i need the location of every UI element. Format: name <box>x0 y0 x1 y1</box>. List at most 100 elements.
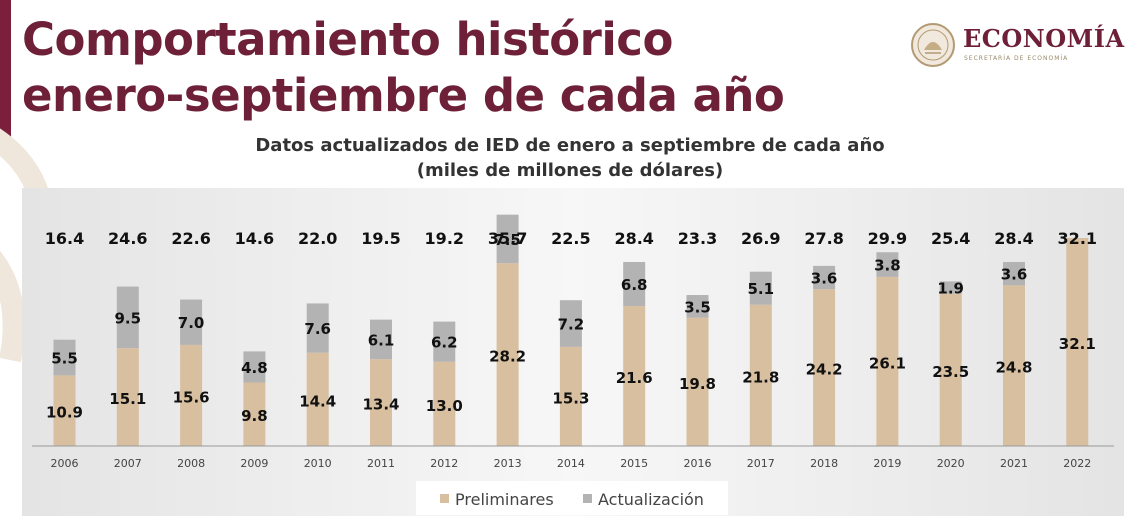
data-label-preliminares: 21.6 <box>616 369 653 387</box>
bar-actualizacion-2013 <box>496 214 519 264</box>
bar-preliminares-2013 <box>496 263 519 446</box>
legend-label-preliminares: Preliminares <box>455 490 554 509</box>
data-label-preliminares: 26.1 <box>869 354 906 372</box>
page-title: Comportamiento histórico enero-septiembr… <box>22 12 785 124</box>
ied-stacked-bar-chart: 10.9 5.5 16.4 2006 15.1 9.5 24.6 2007 15.6 7.0 22.… <box>22 188 1124 516</box>
bar-preliminares-2016 <box>686 317 709 446</box>
data-label-actualizacion: 7.5 <box>494 231 521 249</box>
bar-preliminares-2020 <box>939 293 962 446</box>
bar-preliminares-2015 <box>623 306 646 446</box>
logo-subtitle: SECRETARÍA DE ECONOMÍA <box>964 55 1069 62</box>
data-label-actualizacion: 4.8 <box>241 359 268 377</box>
data-label-actualizacion: 6.8 <box>621 276 648 294</box>
legend-label-actualizacion: Actualización <box>598 490 704 509</box>
x-tick-label: 2017 <box>747 457 775 470</box>
total-label: 32.1 <box>1058 229 1097 248</box>
bar-actualizacion-2008 <box>180 299 203 345</box>
bar-preliminares-2014 <box>559 346 582 446</box>
total-label: 27.8 <box>804 229 843 248</box>
economia-logo: ECONOMÍA SECRETARÍA DE ECONOMÍA <box>910 22 1125 72</box>
bar-preliminares-2006 <box>53 375 76 446</box>
total-label: 19.2 <box>425 229 464 248</box>
legend-swatch-preliminares <box>440 494 449 503</box>
data-label-actualizacion: 3.6 <box>1001 266 1028 284</box>
data-label-preliminares: 21.8 <box>742 368 779 386</box>
data-label-actualizacion: 7.2 <box>558 316 585 334</box>
bar-actualizacion-2015 <box>623 261 646 307</box>
data-label-actualizacion: 3.6 <box>811 270 838 288</box>
x-tick-label: 2020 <box>937 457 965 470</box>
data-label-preliminares: 15.3 <box>552 389 589 407</box>
data-label-preliminares: 14.4 <box>299 392 336 410</box>
bar-actualizacion-2012 <box>433 321 456 362</box>
x-tick-label: 2018 <box>810 457 838 470</box>
x-tick-label: 2006 <box>51 457 79 470</box>
data-label-actualizacion: 9.5 <box>115 309 142 327</box>
x-tick-label: 2022 <box>1063 457 1091 470</box>
data-label-actualizacion: 6.1 <box>368 331 395 349</box>
total-label: 22.5 <box>551 229 590 248</box>
total-label: 24.6 <box>108 229 147 248</box>
bar-actualizacion-2020 <box>939 281 962 294</box>
x-tick-label: 2010 <box>304 457 332 470</box>
data-label-preliminares: 15.6 <box>173 388 210 406</box>
data-label-actualizacion: 5.5 <box>51 350 78 368</box>
national-seal-icon <box>911 23 955 67</box>
bar-preliminares-2021 <box>1003 285 1025 446</box>
legend-swatch-actualizacion <box>583 494 592 503</box>
data-label-preliminares: 23.5 <box>932 363 969 381</box>
page-title-line-2: enero-septiembre de cada año <box>22 69 785 122</box>
bar-actualizacion-2016 <box>686 295 709 318</box>
logo-wordmark: ECONOMÍA <box>963 24 1125 53</box>
brand-side-bar <box>0 0 11 150</box>
bar-preliminares-2018 <box>813 289 836 446</box>
bar-actualizacion-2010 <box>306 303 329 353</box>
bar-preliminares-2007 <box>116 348 139 446</box>
x-tick-label: 2007 <box>114 457 142 470</box>
total-label: 28.4 <box>614 229 653 248</box>
bar-actualizacion-2018 <box>813 265 836 290</box>
total-label: 26.9 <box>741 229 780 248</box>
bar-actualizacion-2019 <box>876 252 899 277</box>
data-label-actualizacion: 3.8 <box>874 257 901 275</box>
total-label: 25.4 <box>931 229 970 248</box>
data-label-preliminares: 19.8 <box>679 375 716 393</box>
data-label-preliminares: 15.1 <box>109 390 146 408</box>
total-label: 29.9 <box>868 229 907 248</box>
data-label-preliminares: 24.2 <box>806 361 843 379</box>
total-label: 28.4 <box>994 229 1033 248</box>
bar-preliminares-2008 <box>180 344 203 446</box>
x-tick-label: 2008 <box>177 457 205 470</box>
chart-subtitle: (miles de millones de dólares) <box>416 160 724 181</box>
x-tick-label: 2009 <box>240 457 268 470</box>
x-tick-label: 2012 <box>430 457 458 470</box>
bar-preliminares-2012 <box>433 361 456 446</box>
total-label: 23.3 <box>678 229 717 248</box>
bar-actualizacion-2017 <box>749 271 772 305</box>
bar-preliminares-2022 <box>1066 237 1089 446</box>
data-label-preliminares: 32.1 <box>1059 335 1096 353</box>
bar-preliminares-2010 <box>306 352 329 446</box>
bar-preliminares-2009 <box>243 382 266 446</box>
bar-preliminares-2019 <box>876 276 899 446</box>
bar-actualizacion-2006 <box>53 339 76 376</box>
total-label: 35.7 <box>488 229 527 248</box>
x-tick-label: 2019 <box>873 457 901 470</box>
total-label: 19.5 <box>361 229 400 248</box>
data-label-preliminares: 28.2 <box>489 348 526 366</box>
data-label-preliminares: 13.4 <box>362 396 399 414</box>
data-label-actualizacion: 5.1 <box>748 280 775 298</box>
x-tick-label: 2015 <box>620 457 648 470</box>
data-label-actualizacion: 7.0 <box>178 314 205 332</box>
chart-title: Datos actualizados de IED de enero a sep… <box>255 135 885 156</box>
data-label-preliminares: 9.8 <box>241 407 268 425</box>
total-label: 22.6 <box>171 229 210 248</box>
x-tick-label: 2014 <box>557 457 585 470</box>
data-label-preliminares: 13.0 <box>426 397 463 415</box>
x-tick-label: 2016 <box>684 457 712 470</box>
bar-preliminares-2011 <box>370 359 392 446</box>
legend-box <box>416 481 728 515</box>
x-tick-label: 2021 <box>1000 457 1028 470</box>
bar-actualizacion-2021 <box>1003 261 1025 286</box>
bar-actualizacion-2011 <box>370 319 392 360</box>
